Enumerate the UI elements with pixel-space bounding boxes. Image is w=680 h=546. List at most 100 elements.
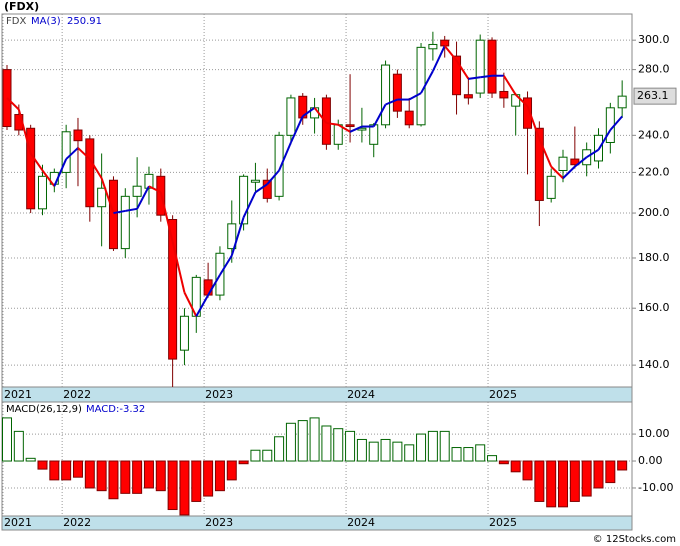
price-tag — [633, 87, 677, 105]
candle-body — [452, 55, 462, 96]
macd-bar — [451, 447, 462, 462]
candle-body — [617, 95, 627, 109]
candle-body — [546, 175, 556, 199]
ma-line — [574, 156, 588, 168]
ma-line — [183, 292, 198, 317]
candle-body — [37, 175, 47, 210]
candle-body — [144, 173, 154, 189]
ma-line — [609, 115, 623, 131]
ma-line — [65, 147, 79, 160]
ma-line — [278, 142, 292, 171]
x-tick-label: 2021 — [4, 388, 32, 401]
macd-bar — [120, 460, 131, 494]
ma-line — [207, 274, 221, 296]
macd-bar — [226, 460, 237, 481]
candle-body — [475, 39, 485, 94]
candle-body — [404, 110, 414, 126]
ma-line — [562, 165, 576, 179]
x-tick-label: 2022 — [63, 388, 91, 401]
macd-bar — [475, 444, 486, 462]
macd-bar — [132, 460, 143, 494]
macd-bar — [297, 420, 308, 462]
y-tick-label: 200.0 — [638, 206, 670, 219]
ma-line — [372, 104, 387, 128]
candle-body — [61, 131, 71, 173]
macd-bar — [72, 460, 83, 478]
ma-line — [468, 76, 481, 80]
macd-bar — [274, 436, 285, 462]
macd-bar — [522, 460, 533, 481]
legend-ma: MA(3) — [31, 16, 61, 27]
macd-bar — [49, 460, 60, 481]
ma-line — [586, 148, 600, 159]
candle-body — [333, 124, 343, 145]
candle-body — [274, 134, 284, 197]
macd-bar — [581, 460, 592, 497]
ma-line — [514, 93, 529, 107]
ma-line — [125, 207, 138, 212]
ma-line — [195, 294, 209, 317]
candle-body — [85, 138, 95, 208]
ma-line — [6, 97, 20, 111]
macd-bar — [392, 441, 403, 462]
y-tick-label: 180.0 — [638, 251, 670, 264]
chart-title: (FDX) — [4, 0, 39, 13]
macd-bar — [96, 460, 107, 492]
x-tick-label: 2021 — [4, 516, 32, 529]
macd-bar — [439, 430, 450, 462]
candle-body — [203, 279, 213, 296]
macd-bar — [333, 428, 344, 462]
ma-line — [41, 169, 56, 187]
ma-line — [480, 74, 493, 79]
macd-bar — [345, 430, 356, 462]
macd-bar — [214, 460, 225, 492]
candle-body — [428, 43, 438, 50]
macd-bar — [593, 460, 604, 489]
ma-line — [290, 115, 304, 143]
y-tick-label: 0.00 — [638, 454, 663, 467]
y-tick-label: 220.0 — [638, 165, 670, 178]
macd-bar — [605, 460, 616, 484]
macd-bar — [25, 457, 36, 462]
candle-body — [369, 124, 379, 145]
ma-line — [538, 138, 553, 168]
ma-line — [385, 98, 398, 106]
macd-bar — [285, 422, 296, 462]
candle-body — [523, 97, 533, 129]
ma-line — [77, 147, 91, 160]
macd-bar — [416, 433, 427, 462]
candle-body — [262, 179, 272, 199]
ma-line — [443, 45, 458, 62]
ma-line — [337, 123, 351, 133]
ma-line — [17, 109, 32, 154]
macd-bar — [558, 460, 569, 508]
ma-line — [503, 75, 517, 96]
macd-bar — [13, 430, 24, 462]
ma-line — [266, 169, 280, 185]
credit: © 12Stocks.com — [593, 534, 676, 545]
ma-line — [53, 158, 68, 187]
ma-line — [230, 217, 245, 256]
macd-title: MACD(26,12,9) — [6, 404, 82, 415]
macd-bar — [546, 460, 557, 508]
ma-line — [254, 183, 268, 194]
candle-body — [463, 94, 473, 99]
macd-bar — [569, 460, 580, 502]
candle-body — [286, 97, 296, 136]
candle-body — [570, 158, 580, 166]
macd-bar — [2, 417, 12, 462]
ma-line — [113, 209, 126, 215]
candle-body — [120, 195, 130, 250]
x-axis-band — [1, 386, 633, 403]
macd-bar — [143, 460, 154, 489]
ma-line — [597, 129, 612, 151]
candle-body — [132, 185, 142, 197]
candle-body — [321, 97, 331, 145]
candle-body — [97, 187, 107, 208]
ma-line — [550, 165, 564, 179]
macd-bar — [356, 438, 367, 462]
macd-bar — [108, 460, 119, 500]
x-tick-label: 2022 — [63, 516, 91, 529]
macd-bar — [463, 447, 474, 462]
